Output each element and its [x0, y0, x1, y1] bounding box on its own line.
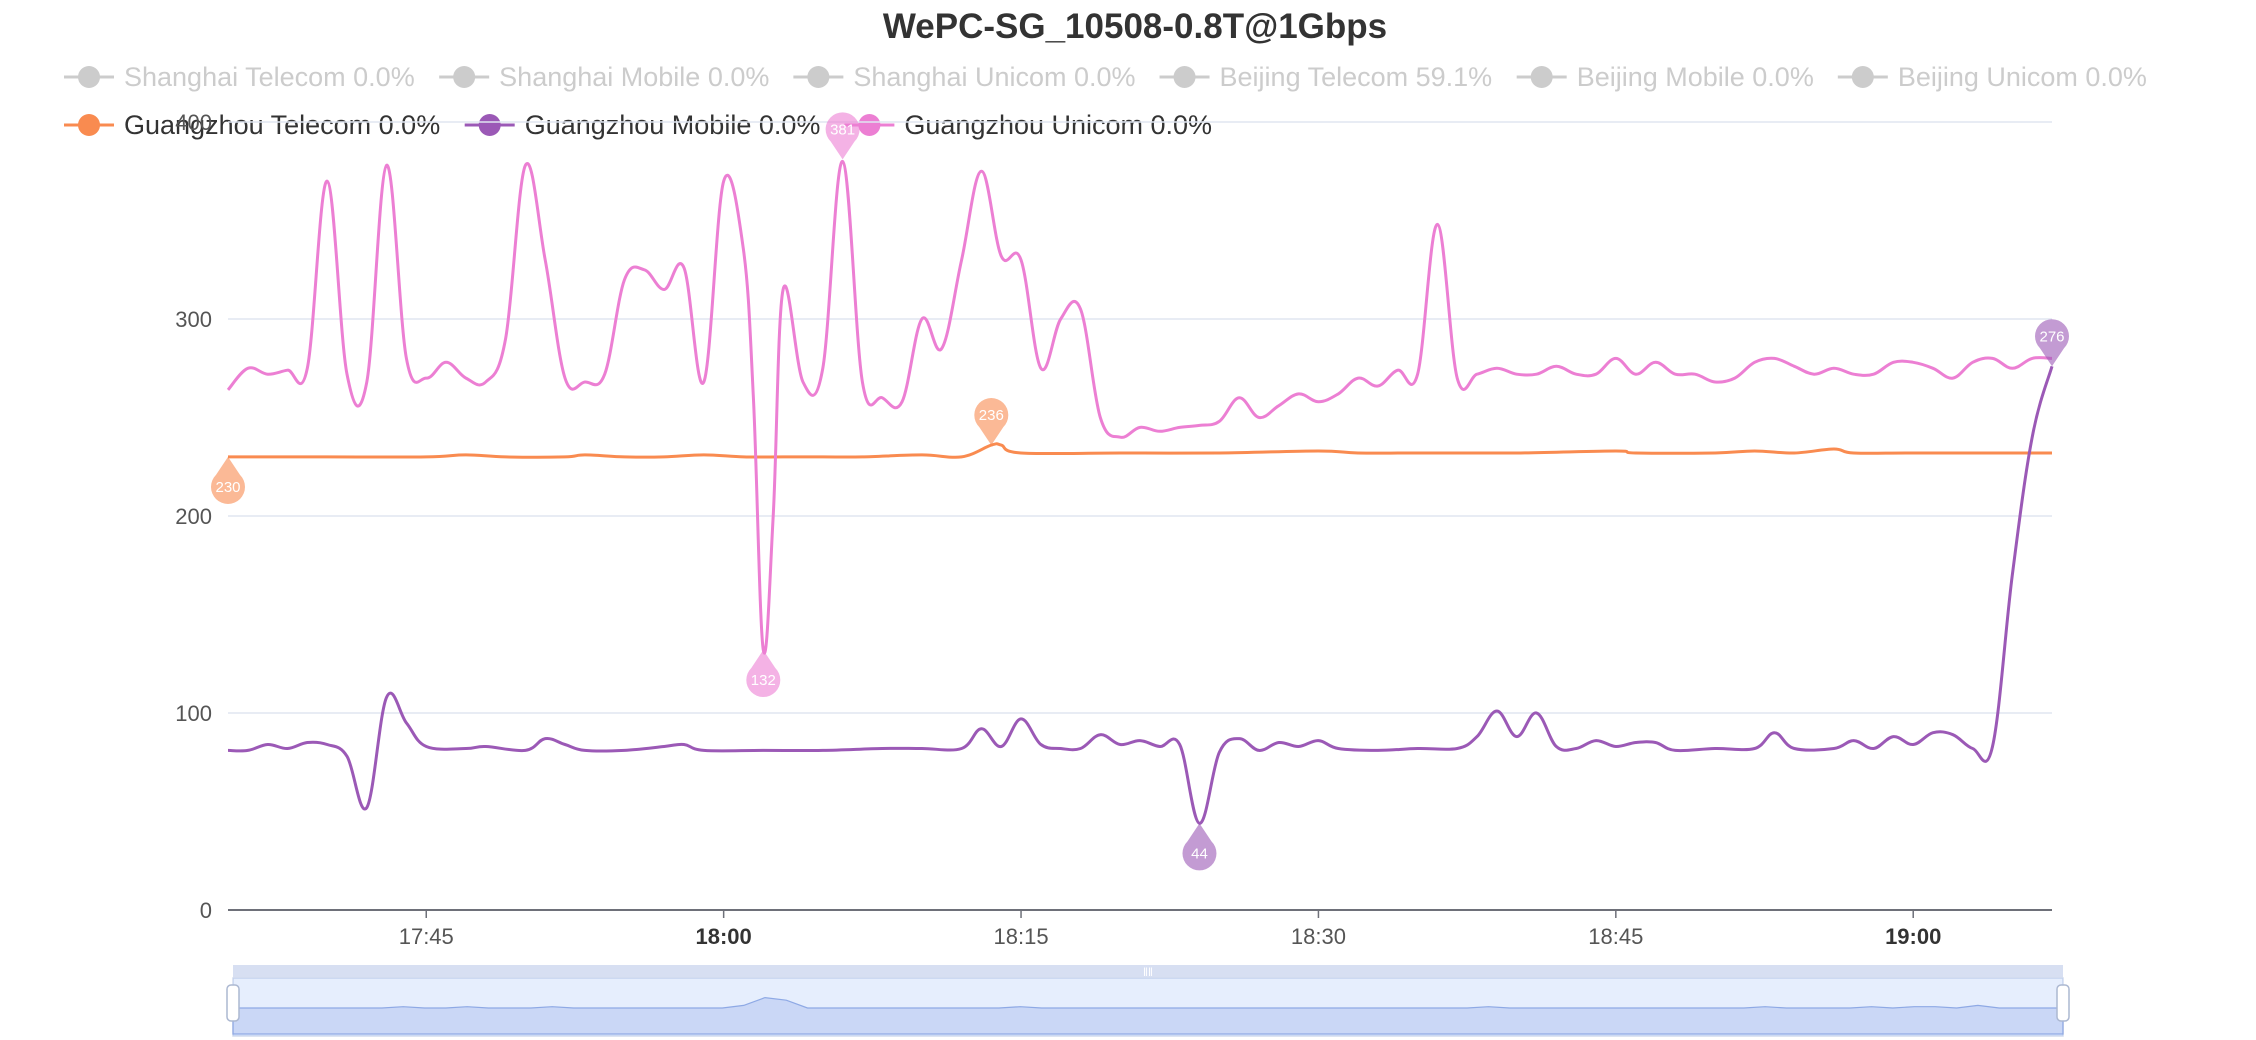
x-tick-label: 18:15: [994, 924, 1049, 949]
legend-item[interactable]: Shanghai Mobile 0.0%: [439, 62, 769, 92]
series-line-guangzhou-unicom: [226, 159, 2053, 655]
legend-item[interactable]: Beijing Telecom 59.1%: [1159, 62, 1493, 92]
legend-item[interactable]: Guangzhou Telecom 0.0%: [64, 110, 440, 140]
annotation-pins: 230 236 44 276 132 381: [210, 112, 2069, 871]
legend-item[interactable]: Beijing Unicom 0.0%: [1837, 62, 2147, 92]
zoom-overview-area: [232, 996, 2064, 1035]
legend-marker-icon: [1851, 66, 1874, 88]
annotation-pin: 276: [2035, 319, 2069, 367]
data-zoom-slider[interactable]: ‖‖: [226, 965, 2070, 1037]
y-tick-label: 0: [200, 898, 212, 923]
annotation-pin-label: 236: [979, 407, 1004, 424]
chart-title: WePC-SG_10508-0.8T@1Gbps: [883, 7, 1387, 46]
annotation-pin-shape: [2035, 319, 2069, 367]
x-tick-label: 17:45: [399, 924, 454, 949]
series-lines: [226, 159, 2054, 825]
legend-marker-icon: [78, 114, 100, 136]
legend-marker-icon: [807, 66, 830, 88]
annotation-pin-shape: [210, 456, 245, 504]
annotation-pin: 230: [210, 456, 245, 504]
legend-item[interactable]: Beijing Mobile 0.0%: [1516, 62, 1814, 92]
x-tick-label: 19:00: [1885, 924, 1941, 949]
legend-item[interactable]: Shanghai Unicom 0.0%: [793, 62, 1136, 92]
annotation-pin-shape: [1182, 823, 1217, 871]
x-tick-label: 18:30: [1291, 924, 1346, 949]
legend-marker-icon: [1173, 66, 1196, 88]
grid: [228, 121, 2052, 911]
zoom-right-handle[interactable]: [2056, 984, 2070, 1022]
legend-marker-icon: [78, 66, 100, 88]
legend-label: Beijing Telecom 59.1%: [1220, 62, 1493, 92]
series-line-guangzhou-telecom: [228, 442, 2052, 459]
annotation-pin: 236: [974, 398, 1009, 446]
x-axis: 17:45 18:00 18:15 18:30 18:45 19:00: [399, 910, 1941, 949]
legend-label: Shanghai Telecom 0.0%: [124, 62, 415, 92]
annotation-pin: 132: [746, 649, 781, 698]
annotation-pin-label: 44: [1191, 845, 1208, 862]
y-tick-label: 100: [175, 701, 212, 726]
legend-item[interactable]: Shanghai Telecom 0.0%: [64, 62, 415, 92]
y-tick-label: 300: [175, 307, 212, 332]
zoom-selected-range[interactable]: [233, 978, 2063, 1036]
legend-label: Shanghai Mobile 0.0%: [499, 62, 769, 92]
annotation-pin-shape: [825, 112, 860, 160]
legend-label: Beijing Mobile 0.0%: [1577, 62, 1814, 92]
annotation-pin-shape: [746, 649, 781, 698]
legend-marker-icon: [1530, 66, 1553, 88]
annotation-pin-label: 381: [830, 121, 855, 138]
annotation-pin-label: 132: [751, 672, 776, 689]
zoom-left-handle[interactable]: [226, 984, 240, 1022]
y-axis: 0 100 200 300 400: [175, 110, 212, 923]
zoom-move-handle[interactable]: [233, 965, 2063, 978]
legend-label: Guangzhou Unicom 0.0%: [904, 110, 1212, 140]
annotation-pin-label: 276: [2039, 328, 2064, 345]
series-line-guangzhou-mobile: [227, 365, 2054, 825]
annotation-pin-shape: [974, 398, 1009, 446]
legend-item[interactable]: Guangzhou Mobile 0.0%: [464, 110, 821, 140]
x-tick-label: 18:45: [1588, 924, 1643, 949]
legend-label: Guangzhou Mobile 0.0%: [525, 110, 821, 140]
annotation-pin: 381: [825, 112, 860, 160]
annotation-pin-label: 230: [215, 479, 240, 496]
legend: Shanghai Telecom 0.0% Shanghai Mobile 0.0…: [64, 62, 2147, 140]
legend-label: Guangzhou Telecom 0.0%: [124, 110, 440, 140]
legend-item[interactable]: Guangzhou Unicom 0.0%: [844, 110, 1212, 140]
legend-label: Shanghai Unicom 0.0%: [853, 62, 1135, 92]
annotation-pin: 44: [1182, 823, 1217, 871]
legend-marker-icon: [858, 114, 881, 136]
legend-marker-icon: [453, 66, 476, 88]
y-tick-label: 400: [175, 110, 212, 135]
x-tick-label: 18:00: [696, 924, 752, 949]
legend-marker-icon: [478, 114, 501, 136]
legend-label: Beijing Unicom 0.0%: [1898, 62, 2147, 92]
zoom-grip-icon: ‖‖: [1143, 965, 1153, 979]
y-tick-label: 200: [175, 504, 212, 529]
